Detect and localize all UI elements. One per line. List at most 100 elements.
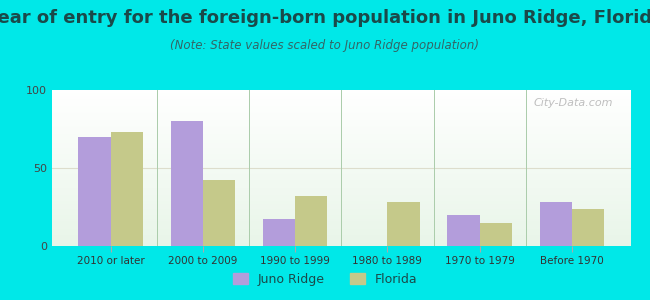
Bar (78, 137, 111, 246)
Bar (52, 199, 630, 201)
Bar (52, 121, 630, 123)
Bar (52, 109, 630, 110)
Bar (52, 98, 630, 99)
Text: Year of entry for the foreign-born population in Juno Ridge, Florida: Year of entry for the foreign-born popul… (0, 9, 650, 27)
Bar (52, 221, 630, 223)
Bar (52, 160, 630, 162)
Bar (52, 169, 630, 171)
Bar (52, 210, 630, 212)
Bar (52, 216, 630, 218)
Bar (52, 96, 630, 98)
Bar (52, 103, 630, 104)
Bar (52, 142, 630, 143)
Bar (52, 223, 630, 224)
Bar (52, 196, 630, 198)
Bar (572, 208, 604, 246)
Bar (52, 123, 630, 124)
Bar (52, 149, 630, 151)
Bar (52, 165, 630, 166)
Bar (52, 90, 630, 92)
Bar (52, 237, 630, 238)
Bar (52, 193, 630, 194)
Bar (52, 191, 630, 193)
Bar (52, 154, 630, 155)
Bar (52, 241, 630, 243)
Bar (52, 155, 630, 157)
Bar (52, 130, 630, 132)
Bar (52, 115, 630, 116)
Bar (52, 138, 630, 140)
Bar (52, 176, 630, 177)
Bar (295, 196, 328, 246)
Bar (52, 99, 630, 101)
Bar (52, 163, 630, 165)
Bar (52, 181, 630, 182)
Bar (52, 143, 630, 145)
Bar (263, 220, 295, 246)
Bar (52, 120, 630, 121)
Bar (52, 235, 630, 237)
Bar (52, 128, 630, 129)
Bar (52, 151, 630, 152)
Bar (52, 129, 630, 130)
Bar (52, 226, 630, 227)
Bar (52, 212, 630, 213)
Bar (52, 152, 630, 154)
Bar (52, 185, 630, 187)
Bar (52, 93, 630, 95)
Legend: Juno Ridge, Florida: Juno Ridge, Florida (227, 268, 422, 291)
Bar (52, 106, 630, 107)
Bar (52, 198, 630, 199)
Bar (52, 135, 630, 137)
Bar (52, 145, 630, 146)
Bar (447, 215, 480, 246)
Bar (52, 168, 630, 170)
Bar (52, 140, 630, 142)
Bar (52, 110, 630, 112)
Bar (52, 215, 630, 216)
Bar (52, 134, 630, 135)
Bar (52, 112, 630, 113)
Bar (52, 194, 630, 196)
Bar (52, 188, 630, 190)
Bar (52, 104, 630, 106)
Bar (52, 107, 630, 109)
Bar (52, 95, 630, 96)
Bar (387, 202, 420, 246)
Bar (52, 179, 630, 181)
Bar (52, 218, 630, 220)
Bar (52, 113, 630, 115)
Bar (52, 116, 630, 118)
Bar (52, 137, 630, 138)
Bar (52, 173, 630, 174)
Text: (Note: State values scaled to Juno Ridge population): (Note: State values scaled to Juno Ridge… (170, 39, 480, 52)
Bar (52, 244, 630, 246)
Bar (52, 201, 630, 202)
Bar (480, 223, 512, 246)
Bar (52, 126, 630, 128)
Bar (52, 224, 630, 226)
Bar (52, 229, 630, 230)
Bar (52, 159, 630, 160)
Bar (52, 182, 630, 184)
Bar (52, 171, 630, 173)
Bar (540, 202, 572, 246)
Bar (111, 132, 143, 246)
Bar (52, 227, 630, 229)
Bar (52, 124, 630, 126)
Bar (52, 232, 630, 233)
Bar (52, 174, 630, 176)
Bar (52, 208, 630, 210)
Bar (52, 101, 630, 103)
Bar (203, 181, 235, 246)
Bar (52, 146, 630, 148)
Bar (52, 204, 630, 206)
Bar (52, 207, 630, 208)
Bar (52, 162, 630, 163)
Bar (52, 206, 630, 207)
Bar (52, 213, 630, 215)
Bar (52, 238, 630, 240)
Bar (52, 167, 630, 168)
Bar (52, 240, 630, 241)
Text: City-Data.com: City-Data.com (534, 98, 613, 108)
